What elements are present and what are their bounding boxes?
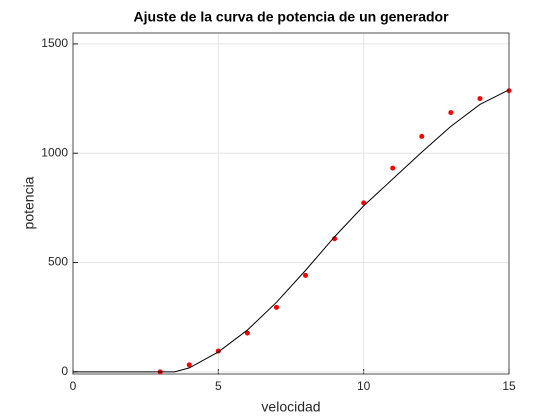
data-point xyxy=(419,133,425,139)
data-point xyxy=(448,110,454,116)
axes-box xyxy=(72,32,510,375)
data-point xyxy=(273,304,279,310)
data-point xyxy=(186,362,192,368)
y-tick-label: 0 xyxy=(61,364,68,378)
y-tick-label: 1000 xyxy=(41,145,68,159)
x-tick-label: 10 xyxy=(357,379,371,393)
x-axis-label: velocidad xyxy=(261,399,320,415)
data-point xyxy=(477,96,483,102)
data-point xyxy=(244,330,250,336)
data-point xyxy=(506,88,512,94)
chart-title: Ajuste de la curva de potencia de un gen… xyxy=(133,9,449,25)
y-tick-label: 1500 xyxy=(41,36,68,50)
data-point xyxy=(303,272,309,278)
x-tick-label: 0 xyxy=(70,379,77,393)
data-point xyxy=(390,165,396,171)
x-tick-label: 5 xyxy=(215,379,222,393)
y-tick-label: 500 xyxy=(48,255,68,269)
y-axis-label: potencia xyxy=(21,176,37,229)
x-tick-label: 15 xyxy=(502,379,516,393)
fit-line xyxy=(73,89,510,373)
